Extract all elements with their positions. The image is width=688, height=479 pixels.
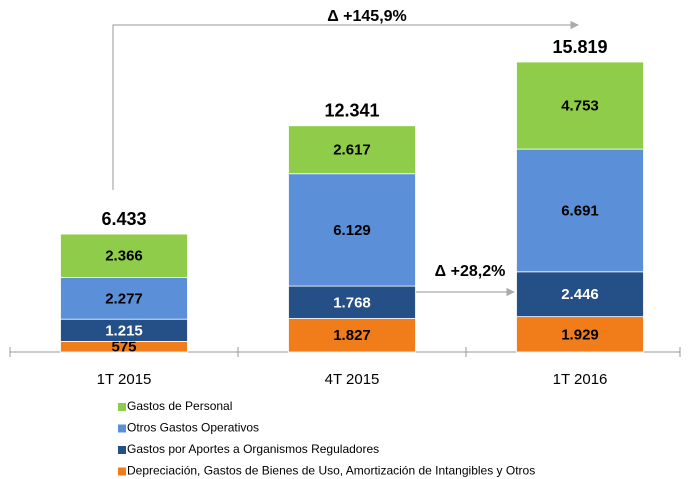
data-label: 2.366 xyxy=(105,248,143,265)
bar-segment xyxy=(288,318,416,353)
data-label: 4.753 xyxy=(561,98,599,115)
total-label: 12.341 xyxy=(324,101,379,121)
bar-segment xyxy=(60,233,188,278)
bar-segment xyxy=(288,285,416,319)
legend-label: Gastos por Aportes a Organismos Regulado… xyxy=(127,442,379,456)
bar-segment xyxy=(516,316,644,353)
legend-swatch xyxy=(118,403,126,411)
annotation: Δ +28,2% xyxy=(435,263,506,280)
data-label: 2.277 xyxy=(105,290,143,307)
bar-segment xyxy=(288,125,416,175)
legend-label: Otros Gastos Operativos xyxy=(127,421,259,435)
data-label: 1.215 xyxy=(105,322,143,339)
bar-segment xyxy=(288,173,416,287)
legend-swatch xyxy=(118,424,126,433)
bar-segment xyxy=(516,61,644,150)
data-label: 1.827 xyxy=(333,327,371,344)
bar-segment xyxy=(516,148,644,273)
legend-label: Depreciación, Gastos de Bienes de Uso, A… xyxy=(127,464,535,478)
data-label: 2.617 xyxy=(333,142,371,159)
annotation: Δ +145,9% xyxy=(327,8,407,25)
data-label: 575 xyxy=(111,339,136,356)
bar-segment xyxy=(60,277,188,320)
data-label: 1.929 xyxy=(561,326,599,343)
x-tick-label: 4T 2015 xyxy=(325,371,380,388)
legend-swatch xyxy=(118,446,126,454)
data-label: 2.446 xyxy=(561,286,599,303)
arrow xyxy=(112,20,579,190)
data-label: 6.129 xyxy=(333,222,371,239)
x-tick-label: 1T 2015 xyxy=(97,371,152,388)
bar-segment xyxy=(516,271,644,318)
total-label: 15.819 xyxy=(552,37,607,57)
data-label: 6.691 xyxy=(561,202,599,219)
legend-label: Gastos de Personal xyxy=(127,399,232,413)
legend-swatch xyxy=(118,467,126,476)
data-label: 1.768 xyxy=(333,294,371,311)
x-tick-label: 1T 2016 xyxy=(553,371,608,388)
total-label: 6.433 xyxy=(101,209,146,229)
